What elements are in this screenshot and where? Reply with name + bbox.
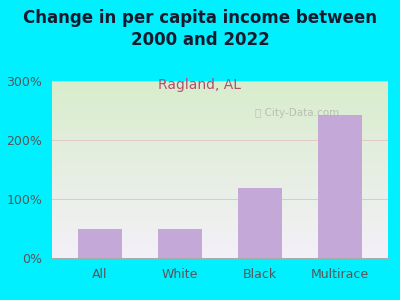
Bar — [318, 115, 362, 258]
Bar — [78, 229, 122, 258]
Bar — [238, 188, 282, 258]
Text: Change in per capita income between
2000 and 2022: Change in per capita income between 2000… — [23, 9, 377, 49]
Text: Ragland, AL: Ragland, AL — [158, 78, 242, 92]
Bar — [158, 229, 202, 258]
Text: ⓘ City-Data.com: ⓘ City-Data.com — [255, 108, 340, 118]
